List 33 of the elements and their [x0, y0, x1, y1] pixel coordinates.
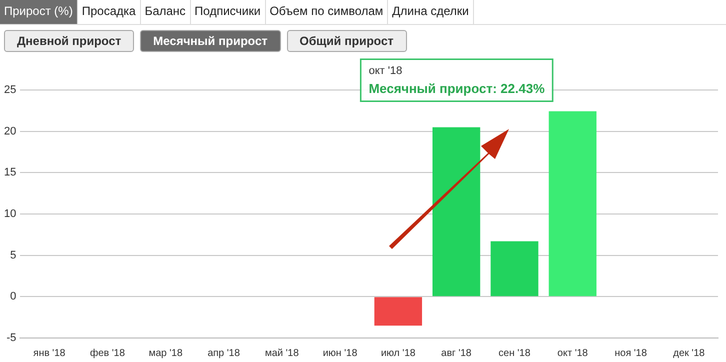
y-tick-label: 0 [10, 290, 16, 303]
text: Объем по символам [266, 0, 388, 24]
x-tick-label: ноя '18 [614, 348, 648, 359]
x-tick-label: май '18 [264, 348, 300, 359]
x-tick-label: дек '18 [673, 348, 706, 359]
y-tick-label: 5 [10, 249, 16, 262]
text: Баланс [140, 0, 191, 24]
x-tick-label: апр '18 [208, 348, 240, 359]
text: Просадка [78, 0, 141, 24]
text: Прирост (%) [0, 0, 78, 24]
y-tick-label: 25 [4, 84, 16, 96]
x-tick-label: фев '18 [90, 348, 126, 359]
x-tick-label: янв '18 [33, 348, 66, 359]
text: Подписчики [190, 0, 266, 24]
y-tick-label: 10 [4, 208, 16, 220]
bar [548, 111, 596, 296]
x-tick-label: сен '18 [498, 348, 531, 359]
category-label: окт '18 [368, 65, 402, 78]
text: Дневной прирост [4, 30, 134, 52]
x-tick-label: июн '18 [322, 348, 358, 359]
x-tick-label: мар '18 [148, 348, 183, 359]
text: Месячный прирост [140, 30, 281, 52]
y-tick-label: 20 [4, 125, 16, 138]
y-tick-label: 15 [4, 166, 16, 179]
x-tick-label: авг '18 [441, 348, 472, 359]
bar [490, 241, 538, 296]
y-tick-label: -5 [6, 332, 16, 344]
text: Длина сделки [388, 0, 474, 24]
x-tick-label: июл '18 [380, 348, 416, 359]
text: Общий прирост [286, 30, 406, 52]
annotation: Месячный прирост: 22.43% [368, 81, 546, 96]
x-tick-label: окт '18 [557, 348, 588, 359]
bar [374, 297, 422, 326]
